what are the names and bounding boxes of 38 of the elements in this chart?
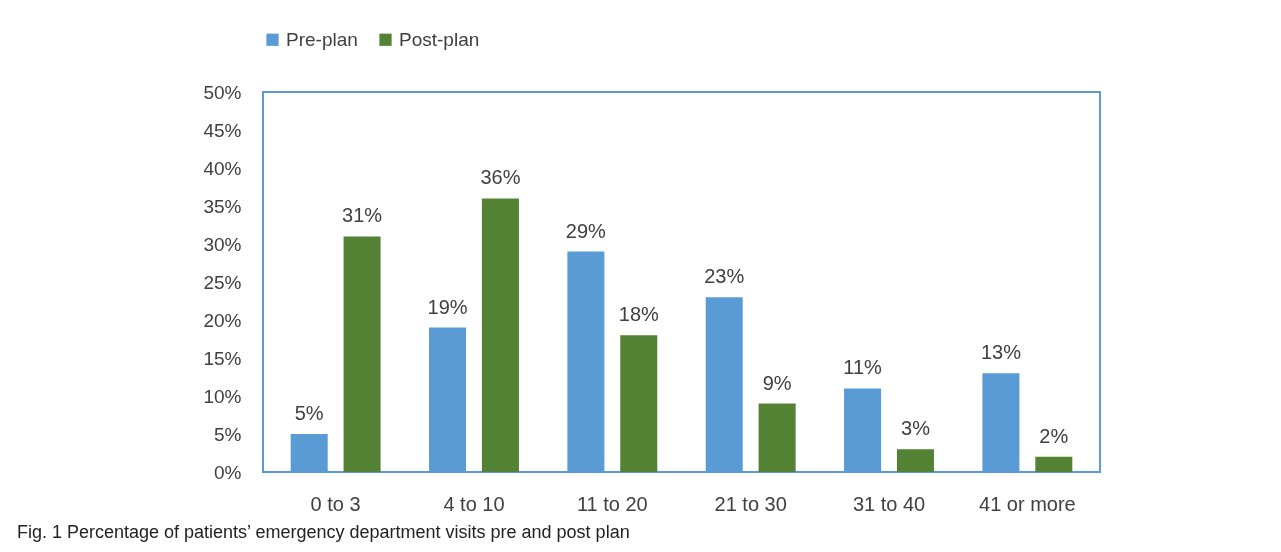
data-label: 23% [704,265,745,288]
bar [481,198,519,472]
bar [620,335,658,472]
bar [1035,456,1073,472]
x-tick-label: 21 to 30 [714,492,787,515]
y-tick-label: 30% [203,233,242,255]
legend-label: Post-plan [399,28,480,50]
data-label: 18% [618,303,660,326]
bar [343,236,381,472]
y-tick-label: 50% [203,81,242,103]
data-label: 9% [762,371,792,394]
data-label: 13% [980,341,1022,364]
x-tick-label: 41 or more [979,492,1076,515]
data-label: 5% [294,402,324,424]
data-label: 11% [843,356,883,379]
y-tick-label: 25% [203,271,242,293]
data-label: 19% [427,295,468,318]
y-tick-label: 5% [214,423,242,445]
data-label: 36% [480,166,521,189]
x-tick-label: 0 to 3 [310,492,361,515]
data-label: 2% [1039,424,1069,447]
bar [758,403,796,472]
y-tick-label: 10% [203,385,242,407]
data-label: 3% [901,417,931,440]
y-tick-label: 15% [203,347,242,369]
data-label: 29% [565,219,607,242]
y-tick-label: 40% [203,157,242,179]
x-tick-label: 4 to 10 [443,492,505,515]
data-label: 31% [342,204,383,227]
y-tick-label: 35% [203,195,242,217]
y-tick-label: 20% [203,309,242,331]
x-tick-label: 11 to 20 [576,492,648,515]
y-tick-label: 0% [214,461,242,483]
caption: Fig. 1 Percentage of patients’ emergency department visits pre and post plan [16,522,630,542]
x-tick-label: 31 to 40 [852,492,926,515]
legend-label: Pre-plan [286,28,358,50]
bar [896,449,934,472]
y-tick-label: 45% [203,119,242,141]
